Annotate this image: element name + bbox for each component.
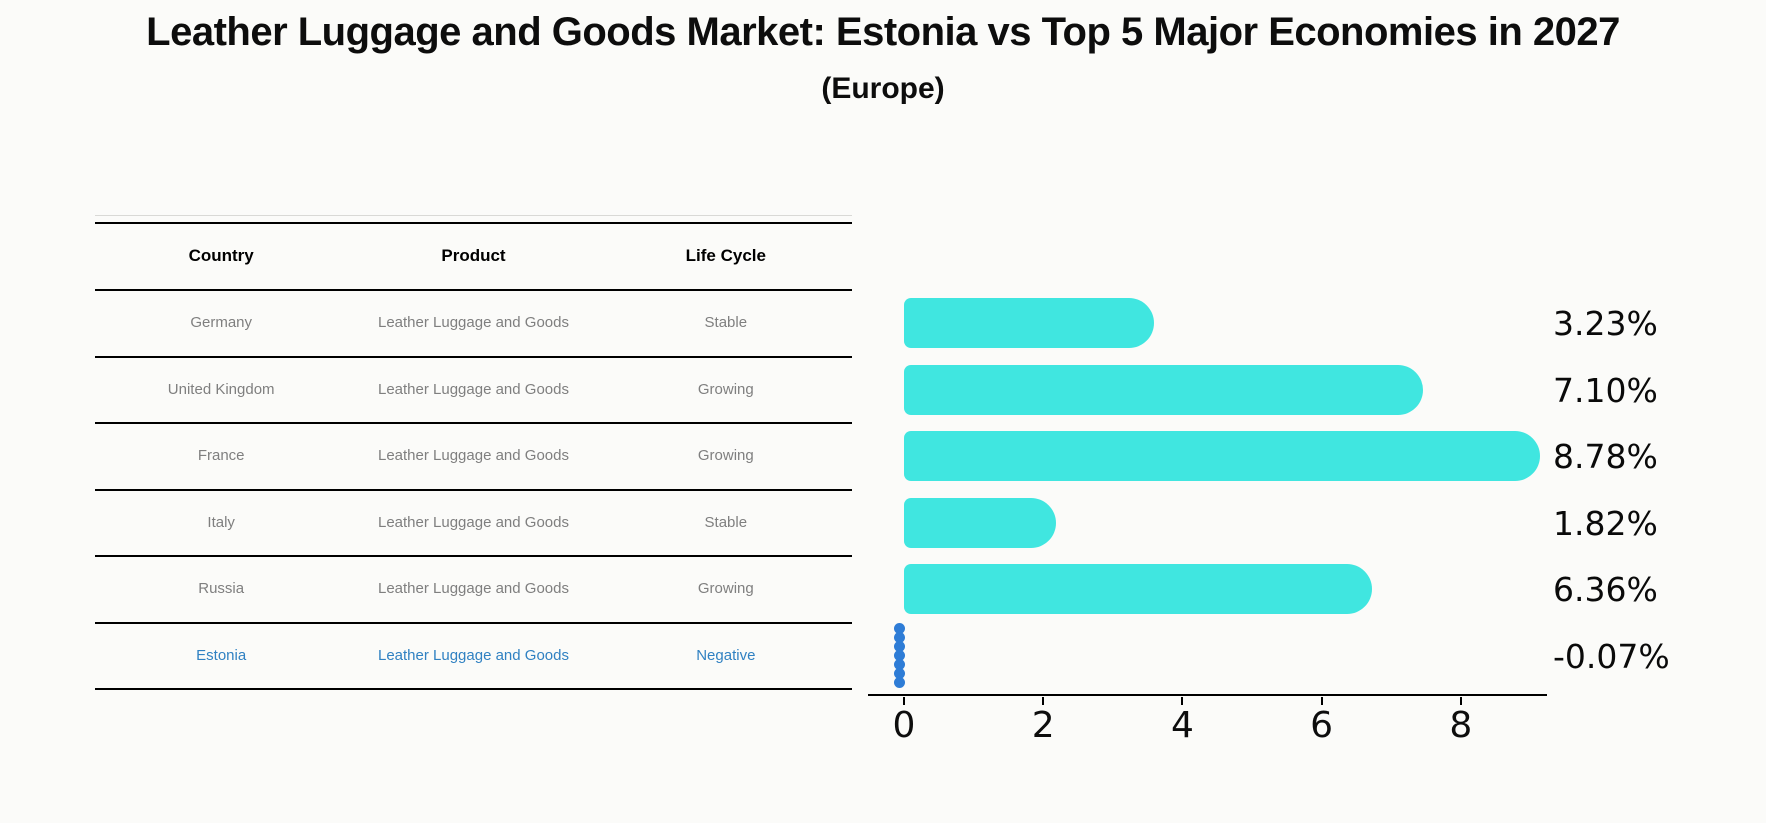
cell-lifecycle: Growing: [697, 447, 754, 464]
cell-product: Leather Luggage and Goods: [377, 380, 569, 398]
bar: [904, 364, 1424, 415]
value-label: 1.82%: [1553, 503, 1658, 543]
table-rule: [95, 355, 852, 358]
cell-country: Estonia: [196, 646, 247, 664]
cell-product: Leather Luggage and Goods: [377, 314, 569, 331]
bar: [904, 298, 1154, 349]
cell-product: Leather Luggage and Goods: [377, 646, 569, 664]
column-header: Life Cycle: [685, 246, 766, 266]
cell-lifecycle: Growing: [697, 380, 754, 398]
negative-dot-marker: [893, 677, 905, 689]
table-rule: [95, 488, 852, 491]
cell-lifecycle: Stable: [704, 513, 748, 531]
negative-dot-marker: [893, 623, 905, 635]
value-label: 8.78%: [1553, 437, 1658, 477]
negative-dot-marker: [893, 641, 905, 653]
table-row: Russia Leather Luggage and Goods Growing: [95, 556, 852, 623]
cell-product: Leather Luggage and Goods: [377, 447, 569, 464]
table-header-row: Country Product Life Cycle: [95, 223, 852, 290]
negative-dot-marker: [893, 659, 905, 671]
table-row: Germany Leather Luggage and Goods Stable: [95, 290, 852, 357]
column-header: Country: [188, 246, 254, 266]
cell-lifecycle: Growing: [697, 580, 754, 597]
cell-country: United Kingdom: [167, 380, 275, 398]
cell-country: Russia: [198, 580, 245, 597]
chart-title: Leather Luggage and Goods Market: Estoni…: [146, 10, 1620, 54]
cell-product: Leather Luggage and Goods: [377, 580, 569, 597]
bar: [904, 431, 1541, 482]
table-rule: [95, 289, 852, 291]
table-row: Italy Leather Luggage and Goods Stable: [95, 490, 852, 557]
cell-country: France: [197, 447, 245, 464]
table-rule: [95, 422, 852, 424]
bar: [904, 564, 1372, 615]
x-axis-tick-label: 2: [1031, 705, 1055, 746]
table-rule: [95, 621, 852, 624]
x-axis-tick: [1181, 697, 1184, 705]
cell-product: Leather Luggage and Goods: [377, 513, 569, 531]
cell-country: Germany: [190, 314, 252, 331]
bar: [904, 497, 1056, 548]
x-axis-tick: [1459, 697, 1462, 705]
cell-country: Italy: [207, 513, 235, 531]
table-rule: [95, 688, 852, 690]
negative-dot-marker: [893, 650, 905, 662]
x-axis-tick: [1042, 697, 1045, 705]
negative-dot-marker: [893, 668, 905, 680]
cell-lifecycle: Stable: [704, 314, 748, 331]
column-header: Product: [441, 246, 506, 266]
chart-subtitle: (Europe): [821, 72, 945, 105]
value-label: 7.10%: [1553, 370, 1658, 410]
x-axis-tick: [1320, 697, 1323, 705]
x-axis-tick-label: 0: [892, 705, 916, 746]
negative-dot-marker: [893, 632, 905, 644]
value-label: 6.36%: [1553, 570, 1658, 610]
value-label: -0.07%: [1553, 636, 1670, 676]
x-axis-tick: [903, 697, 905, 705]
table-rule: [95, 222, 852, 224]
table-outer-line: [95, 215, 852, 216]
table-row: United Kingdom Leather Luggage and Goods G…: [95, 357, 852, 424]
table-row: France Leather Luggage and Goods Growing: [95, 423, 852, 490]
value-label: 3.23%: [1553, 304, 1658, 344]
x-axis-tick-label: 4: [1170, 705, 1194, 746]
x-axis-tick-label: 8: [1449, 705, 1473, 746]
table-row: Estonia Leather Luggage and Goods Negative: [95, 623, 852, 690]
cell-lifecycle: Negative: [696, 646, 756, 664]
table-rule: [95, 555, 852, 557]
x-axis: [868, 693, 1547, 696]
x-axis-tick-label: 6: [1310, 705, 1334, 746]
